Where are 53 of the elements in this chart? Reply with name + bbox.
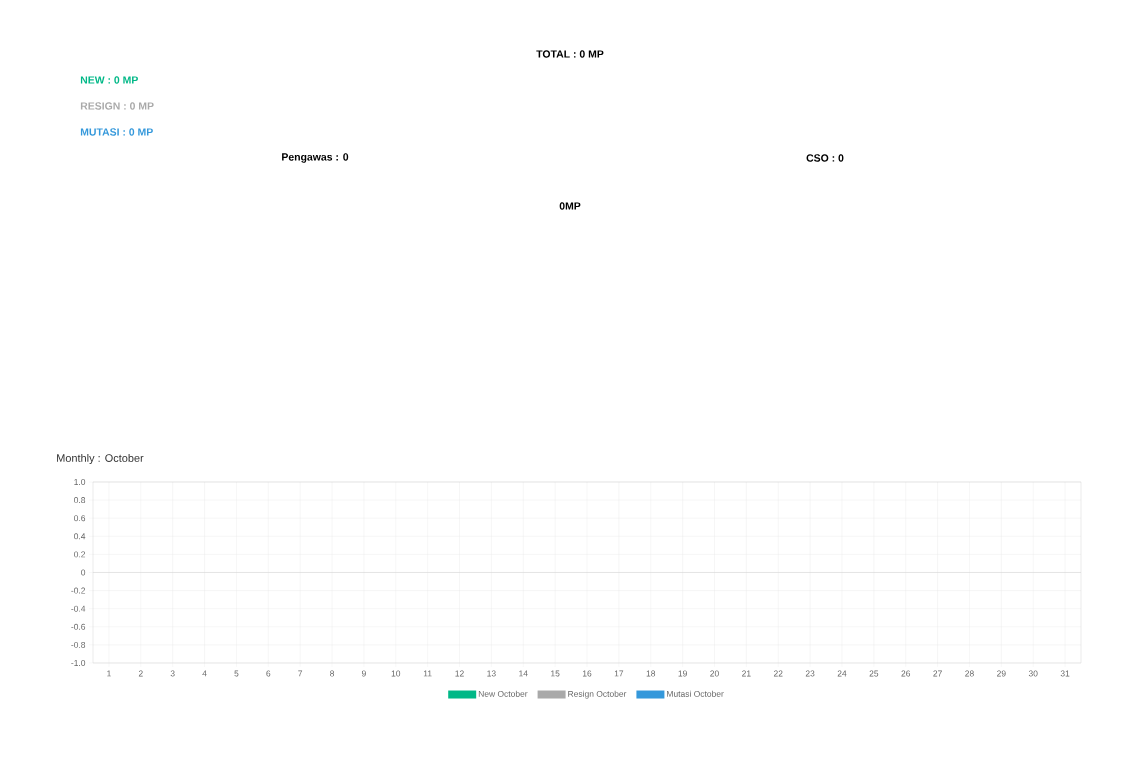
text: 0MP <box>559 202 581 210</box>
x-tick-label: 15 <box>551 670 560 677</box>
text: NEW : 0 MP <box>80 76 138 84</box>
x-tick-label: 7 <box>298 670 303 677</box>
x-tick-label: 18 <box>646 670 656 677</box>
x-tick-label: 28 <box>965 670 974 677</box>
x-tick-label: 27 <box>933 670 942 677</box>
y-tick-label: 1.0 <box>74 478 86 485</box>
x-tick-label: 1 <box>107 670 111 677</box>
x-tick-label: 10 <box>391 670 401 677</box>
x-tick-label: 9 <box>361 670 366 677</box>
x-tick-label: 16 <box>582 670 592 677</box>
x-tick-label: 3 <box>170 670 175 677</box>
x-tick-label: 24 <box>837 670 847 677</box>
y-tick-label: -0.4 <box>71 605 86 612</box>
y-tick-label: -1.0 <box>71 659 86 666</box>
x-tick-label: 21 <box>742 670 751 677</box>
y-tick-label: -0.8 <box>71 641 86 648</box>
x-tick-label: 6 <box>266 670 271 677</box>
x-tick-label: 20 <box>710 670 719 677</box>
y-tick-label: 0.6 <box>74 515 86 522</box>
x-tick-label: 29 <box>997 670 1006 677</box>
y-tick-label: -0.2 <box>71 587 86 594</box>
x-tick-label: 4 <box>202 670 207 677</box>
text: CSO : 0 <box>806 154 844 162</box>
x-tick-label: 2 <box>138 670 143 677</box>
x-tick-label: 25 <box>869 670 879 677</box>
x-tick-label: 14 <box>519 670 528 677</box>
text: MUTASI : 0 MP <box>80 128 153 136</box>
legend-label: New October <box>478 690 528 697</box>
y-tick-label: 0 <box>81 569 86 576</box>
chart-title: Monthly : October <box>57 453 144 465</box>
text: Pengawas : 0 <box>282 153 349 163</box>
legend-label: Mutasi October <box>667 690 724 697</box>
y-tick-label: 0.4 <box>74 533 86 540</box>
x-tick-label: 5 <box>234 670 239 677</box>
legend-label: Resign October <box>568 690 627 699</box>
x-tick-label: 23 <box>805 670 815 677</box>
y-tick-label: 0.8 <box>74 497 86 504</box>
x-tick-label: 31 <box>1060 670 1070 677</box>
x-tick-label: 12 <box>455 670 464 677</box>
y-tick-label: 0.2 <box>74 551 86 558</box>
x-tick-label: 26 <box>901 670 911 677</box>
x-tick-label: 13 <box>487 670 496 677</box>
y-tick-label: -0.6 <box>71 623 86 630</box>
text: RESIGN : 0 MP <box>80 102 154 110</box>
x-tick-label: 22 <box>773 670 783 677</box>
text: TOTAL : 0 MP <box>536 50 604 58</box>
x-tick-label: 30 <box>1028 670 1038 677</box>
x-tick-label: 8 <box>330 670 335 677</box>
x-tick-label: 17 <box>614 670 624 677</box>
x-tick-label: 19 <box>678 670 687 677</box>
x-tick-label: 11 <box>423 670 432 677</box>
